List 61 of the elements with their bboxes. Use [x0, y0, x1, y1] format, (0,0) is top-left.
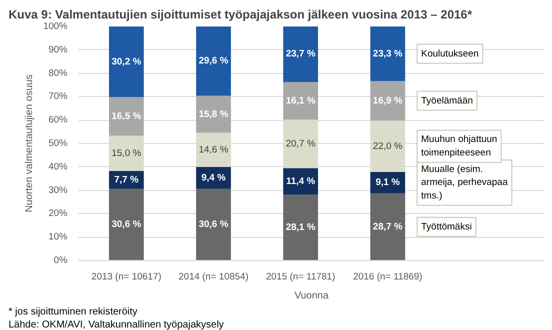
series-label: Työttömäksi [421, 221, 472, 232]
y-tick-label: 10% [48, 232, 68, 243]
bar [283, 120, 318, 168]
y-axis-title: Nuorten valmentautujien osuus [24, 74, 36, 212]
chart-title: Kuva 9: Valmentautujien sijoittumiset työpajajakson jälkeen vuosina 2013 – 2016* [8, 8, 472, 22]
bar [370, 193, 406, 260]
bar [196, 26, 231, 96]
data-label: 30,2 % [112, 56, 142, 68]
y-tick-label: 80% [48, 68, 68, 79]
data-label: 16,5 % [112, 110, 142, 122]
data-label: 28,7 % [372, 221, 404, 232]
bar [283, 26, 318, 82]
data-label: 16,1 % [286, 95, 316, 106]
data-label: 15,8 % [198, 108, 229, 120]
y-tick-label: 0% [54, 255, 68, 266]
bar [108, 26, 144, 98]
series-label: Työelämään [421, 95, 473, 106]
text: * jos sijoittuminen rekisteröity [8, 306, 138, 318]
data-label: 15,0 % [112, 148, 142, 159]
data-label: 30,6 % [198, 219, 229, 230]
bar [283, 194, 318, 260]
y-tick-label: 30% [48, 184, 68, 196]
bar [108, 136, 144, 171]
x-tick-label: 2016 (n= 11869) [353, 272, 422, 282]
data-label: 22,0 % [372, 140, 404, 152]
data-label: 9,1 % [376, 177, 400, 188]
y-tick-label: 50% [48, 138, 68, 149]
series-label: Koulutukseen [421, 48, 479, 60]
text: Lähde: OKM/AVI, Valtakunnallinen työpajakysely [8, 320, 224, 330]
y-tick-label: 100% [43, 21, 68, 32]
bar [108, 188, 144, 260]
data-label: 9,4 % [201, 172, 226, 184]
data-label: 23,3 % [372, 48, 404, 60]
series-label: Muualle (esim. armeija, perhevapaa tms.) [421, 164, 508, 202]
bar [196, 132, 231, 167]
y-tick-label: 70% [48, 91, 68, 102]
bar [196, 96, 231, 133]
bar [370, 26, 406, 82]
y-tick-label: 90% [48, 44, 68, 56]
series-label: Muuhun ohjattuun toimenpiteeseen [421, 134, 498, 158]
bar [108, 97, 144, 136]
data-label: 16,9 % [372, 95, 404, 106]
data-label: 20,7 % [286, 138, 316, 150]
bar [196, 188, 231, 260]
y-tick-label: 60% [48, 114, 68, 126]
x-tick-label: 2014 (n= 10854) [178, 272, 249, 282]
x-tick-label: 2013 (n= 10617) [91, 272, 162, 282]
data-label: 11,4 % [286, 176, 316, 187]
data-label: 14,6 % [198, 144, 229, 156]
x-tick-label: 2015 (n= 11781) [266, 272, 336, 282]
data-label: 28,1 % [286, 222, 316, 234]
data-label: 30,6 % [112, 219, 142, 230]
x-axis-title: Vuonna [294, 290, 329, 302]
data-label: 23,7 % [286, 48, 316, 60]
y-tick-label: 40% [48, 161, 68, 172]
y-tick-label: 20% [48, 208, 68, 220]
bar [370, 120, 406, 172]
bar [370, 81, 406, 121]
data-label: 7,7 % [114, 174, 140, 186]
bar [283, 82, 318, 120]
data-label: 29,6 % [198, 56, 229, 67]
